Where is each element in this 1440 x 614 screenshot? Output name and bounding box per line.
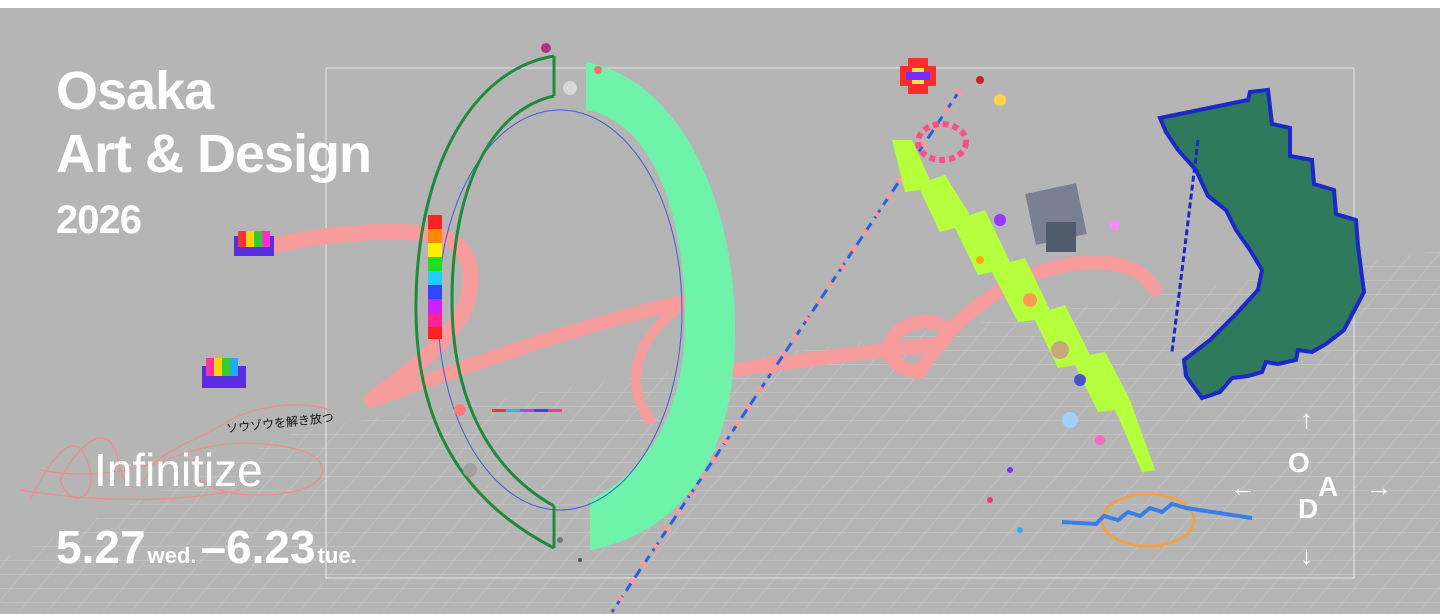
- subtitle: Infinitize: [94, 444, 263, 496]
- lime-zigzag: [892, 140, 1155, 472]
- title-line-2: Art & Design: [56, 124, 372, 184]
- confetti-cluster: [454, 43, 1120, 562]
- start-day: wed.: [147, 543, 197, 568]
- date-separator: –: [200, 521, 227, 573]
- year: 2026: [56, 198, 142, 242]
- top-band: [0, 0, 1440, 8]
- handwritten-scribble: [19, 404, 331, 501]
- color-flag-lower: [202, 358, 246, 388]
- green-map-shape: [1157, 87, 1367, 401]
- green-pixel-ring: [414, 54, 556, 550]
- pixel-cross: [900, 58, 936, 94]
- logo-letter-a: A: [1318, 471, 1339, 502]
- end-date: 6.23: [226, 521, 316, 573]
- arrow-left-icon: ←: [1230, 472, 1256, 502]
- blue-bar: [1185, 506, 1253, 520]
- mint-crescent: [586, 62, 735, 550]
- arrow-right-icon: →: [1366, 472, 1392, 502]
- event-dates: 5.27wed.–6.23tue.: [56, 520, 361, 574]
- start-date: 5.27: [56, 521, 146, 573]
- grey-square-small: [1046, 222, 1076, 252]
- arrow-up-icon: ↑: [1300, 404, 1313, 434]
- frame-rectangle: [325, 67, 1355, 579]
- end-day: tue.: [317, 543, 357, 568]
- rainbow-dash: [492, 409, 562, 412]
- blue-zigzag: [1061, 501, 1187, 527]
- title-line-1: Osaka: [56, 61, 214, 121]
- pink-square-ring: [915, 121, 969, 163]
- rainbow-bar: [428, 215, 442, 339]
- pink-ribbon: [264, 223, 1162, 425]
- logo-letter-o: O: [1288, 447, 1310, 478]
- arrow-down-icon: ↓: [1300, 540, 1313, 570]
- logo-letter-d: D: [1298, 493, 1319, 524]
- color-flag-upper: [234, 231, 274, 256]
